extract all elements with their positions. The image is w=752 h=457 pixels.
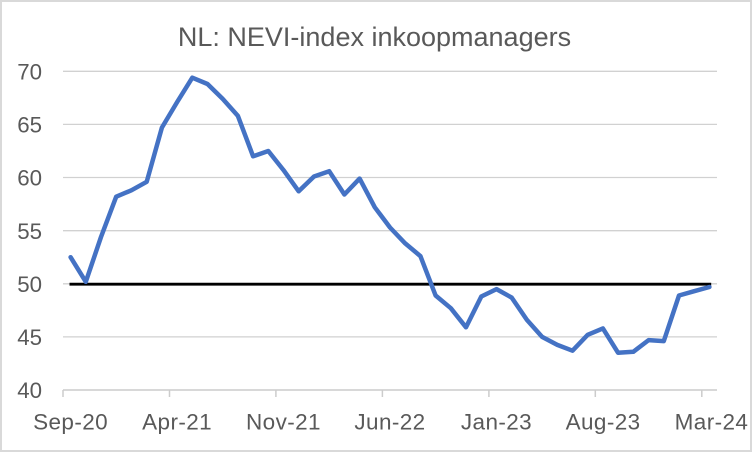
- svg-text:Aug-23: Aug-23: [566, 410, 641, 435]
- svg-text:Nov-21: Nov-21: [246, 410, 321, 435]
- svg-text:Mar-24: Mar-24: [675, 410, 749, 435]
- svg-text:55: 55: [17, 219, 42, 244]
- svg-text:Sep-20: Sep-20: [33, 410, 108, 435]
- svg-text:40: 40: [17, 378, 42, 403]
- svg-text:50: 50: [17, 272, 42, 297]
- svg-text:NL: NEVI-index inkoopmanagers: NL: NEVI-index inkoopmanagers: [178, 22, 571, 52]
- svg-text:60: 60: [17, 166, 42, 191]
- svg-text:45: 45: [17, 325, 42, 350]
- svg-text:Jun-22: Jun-22: [354, 410, 425, 435]
- svg-text:65: 65: [17, 113, 42, 138]
- svg-text:Apr-21: Apr-21: [142, 410, 212, 435]
- svg-text:Jan-23: Jan-23: [461, 410, 532, 435]
- svg-text:70: 70: [17, 60, 42, 85]
